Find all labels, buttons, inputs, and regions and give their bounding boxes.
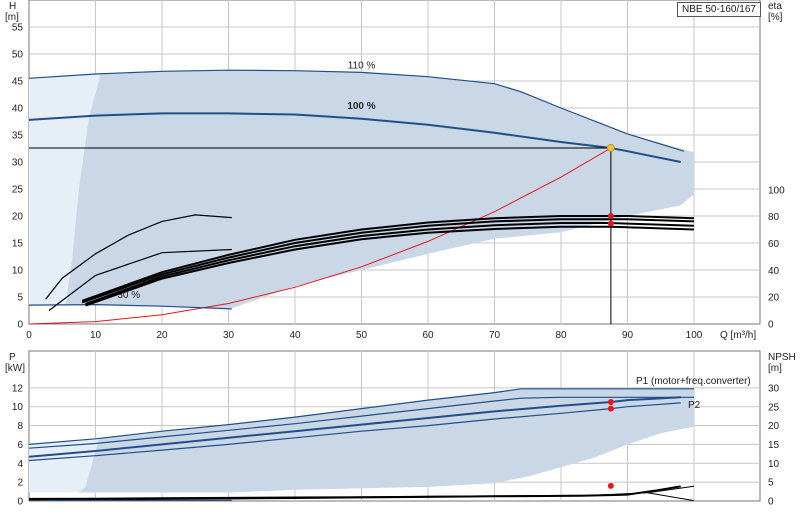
npsh-series-1 <box>28 485 695 499</box>
head-y2-tick-label: 100 <box>768 185 785 196</box>
head-y2-axis-unit: [%] <box>768 12 783 23</box>
x-tick-label: 50 <box>356 330 368 341</box>
power-panel: 0 2 4 6 8 10 12 0 5 10 15 20 25 30 P[kW] NPSH[m] <box>5 350 796 508</box>
head-curves: 0 10 20 30 40 50 60 70 80 90 100 Q [m³/h] 110 % 100 %… <box>26 61 756 341</box>
power-y-tick-label: 6 <box>17 440 23 451</box>
head-y-tick-label: 15 <box>12 239 24 250</box>
head-operating-envelope <box>29 70 694 309</box>
power-y-tick-label: 0 <box>17 497 23 508</box>
head-y2-tick-label: 80 <box>768 212 780 223</box>
power-y-tick-label: 4 <box>17 459 23 470</box>
head-series-6 <box>81 218 695 304</box>
power-y2-tick-label: 10 <box>768 459 780 470</box>
head-y-tick-label: 50 <box>12 50 24 61</box>
head-y-tick-label: 45 <box>12 77 24 88</box>
power-marker <box>607 482 614 489</box>
power-y-axis-label: P <box>9 352 16 363</box>
head-y-tick-label: 10 <box>12 266 24 277</box>
head-series-0 <box>28 69 685 152</box>
power-y-tick-label: 10 <box>12 402 24 413</box>
series-label: 100 % <box>347 101 375 112</box>
npsh-series-2 <box>647 492 695 502</box>
power-y-tick-label: 12 <box>12 383 24 394</box>
head-y-axis-unit: [m] <box>5 12 19 23</box>
power-y2-tick-label: 15 <box>768 440 780 451</box>
efficiency-marker <box>607 213 614 219</box>
power-series-1 <box>28 396 694 449</box>
head-y-axis-label: H <box>9 1 16 12</box>
power-series-0 <box>28 388 694 445</box>
model-label: NBE 50-160/167 <box>677 2 761 17</box>
power-y-tick-label: 2 <box>17 478 23 489</box>
head-y-tick-label: 20 <box>12 212 24 223</box>
head-y-tick-label: 5 <box>17 293 23 304</box>
efficiency-marker <box>607 220 614 227</box>
head-y-tick-label: 35 <box>12 131 24 142</box>
head-series-4 <box>48 248 232 311</box>
operating-point <box>606 144 615 152</box>
head-y2-tick-label: 40 <box>768 266 780 277</box>
x-tick-label: 100 <box>686 330 703 341</box>
power-y2-axis-unit: [m] <box>768 363 782 374</box>
series-label-p1: P1 (motor+freq.converter) <box>636 376 751 387</box>
x-axis-label: Q [m³/h] <box>720 330 756 341</box>
x-tick-label: 80 <box>555 330 567 341</box>
power-y-axis-unit: [kW] <box>5 363 25 374</box>
power-y2-tick-label: 5 <box>768 478 774 489</box>
head-panel: 0 5 10 15 20 25 30 35 40 45 50 55 0 20 40 60 80 100 H[m] et… <box>5 0 785 331</box>
series-label: 110 % <box>348 61 376 72</box>
x-tick-label: 40 <box>289 330 301 341</box>
head-series-3 <box>45 214 232 300</box>
power-marker <box>607 405 614 412</box>
head-series-2 <box>28 303 232 310</box>
x-tick-label: 20 <box>156 330 168 341</box>
power-y2-tick-label: 0 <box>768 497 774 508</box>
head-y2-tick-label: 20 <box>768 293 780 304</box>
power-y2-tick-label: 20 <box>768 421 780 432</box>
series-label-p2: P2 <box>688 400 701 411</box>
power-y2-tick-label: 25 <box>768 402 780 413</box>
head-series-5 <box>81 215 695 302</box>
power-y2-tick-label: 30 <box>768 383 780 394</box>
x-tick-label: 90 <box>622 330 634 341</box>
x-tick-label: 10 <box>90 330 102 341</box>
system-curve <box>28 147 612 325</box>
head-series-7 <box>85 222 695 305</box>
power-curves: P1 (motor+freq.converter) P2 <box>28 376 751 502</box>
head-y-tick-label: 40 <box>12 104 24 115</box>
head-y-tick-label: 25 <box>12 185 24 196</box>
power-y-tick-label: 8 <box>17 421 23 432</box>
x-tick-label: 30 <box>223 330 235 341</box>
head-y-tick-label: 55 <box>12 23 24 34</box>
power-operating-envelope <box>29 388 694 493</box>
x-tick-label: 0 <box>26 330 32 341</box>
head-y2-tick-label: 60 <box>768 239 780 250</box>
power-y2-axis-label: NPSH <box>768 352 796 363</box>
series-label: 30 % <box>117 290 140 301</box>
head-y-tick-label: 0 <box>17 320 23 331</box>
head-y-tick-label: 30 <box>12 158 24 169</box>
x-tick-label: 60 <box>422 330 434 341</box>
power-marker <box>607 398 614 405</box>
head-y2-tick-label: 0 <box>768 320 774 331</box>
head-series-8 <box>85 225 695 307</box>
x-tick-label: 70 <box>489 330 501 341</box>
head-envelope-light <box>29 74 101 306</box>
head-y2-axis-label: eta <box>768 1 782 12</box>
